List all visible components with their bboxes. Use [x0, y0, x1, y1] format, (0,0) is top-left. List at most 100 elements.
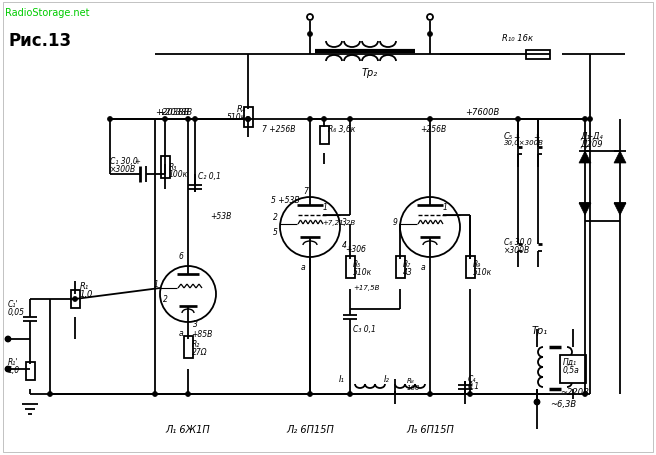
Circle shape	[245, 117, 251, 122]
Text: 1: 1	[153, 280, 158, 289]
Text: R₁: R₁	[80, 281, 89, 290]
Text: 160: 160	[407, 384, 420, 390]
Bar	[161, 157, 169, 179]
Polygon shape	[614, 152, 626, 164]
Text: Пд₁: Пд₁	[563, 357, 577, 366]
Text: 510к: 510к	[353, 268, 372, 276]
Text: 2: 2	[163, 295, 168, 304]
Text: 5: 5	[273, 228, 278, 237]
Text: R₅: R₅	[353, 259, 361, 268]
Text: RadioStorage.net: RadioStorage.net	[5, 8, 89, 18]
Text: 510к: 510к	[227, 113, 246, 122]
Text: a: a	[178, 328, 183, 337]
Text: +256В: +256В	[420, 125, 446, 134]
Text: 0,5а: 0,5а	[563, 365, 580, 374]
Circle shape	[308, 392, 312, 397]
Text: Д₁-Д₄: Д₁-Д₄	[580, 131, 603, 141]
Circle shape	[245, 117, 251, 122]
Text: 7 +256В: 7 +256В	[262, 125, 295, 134]
Bar	[184, 336, 192, 358]
Circle shape	[47, 392, 52, 397]
Text: Л₂ 6П15П: Л₂ 6П15П	[286, 424, 334, 434]
Text: Д209: Д209	[580, 140, 603, 149]
Circle shape	[5, 367, 10, 372]
Text: ×300В: ×300В	[110, 165, 136, 174]
Text: +: +	[134, 159, 140, 165]
Circle shape	[186, 392, 190, 397]
Circle shape	[192, 117, 197, 122]
Text: +2038В: +2038В	[155, 108, 189, 117]
Circle shape	[348, 392, 352, 397]
Circle shape	[308, 32, 312, 37]
Text: 1: 1	[443, 202, 448, 212]
Text: I₁: I₁	[339, 374, 345, 383]
Bar	[346, 257, 354, 278]
Circle shape	[400, 197, 460, 258]
Bar	[560, 355, 586, 383]
Circle shape	[348, 117, 352, 122]
Text: 3: 3	[193, 319, 198, 328]
Text: ~6,3В: ~6,3В	[550, 399, 576, 408]
Text: a: a	[300, 263, 305, 271]
Text: 100к: 100к	[169, 170, 188, 179]
Polygon shape	[614, 203, 626, 216]
Text: R₇: R₇	[403, 259, 411, 268]
Circle shape	[163, 117, 167, 122]
Bar	[396, 257, 405, 278]
Bar	[70, 290, 79, 308]
Text: 1: 1	[323, 202, 328, 212]
Text: R₂: R₂	[192, 339, 200, 348]
Text: ~220В: ~220В	[560, 387, 589, 396]
Circle shape	[468, 392, 472, 397]
Bar	[243, 108, 253, 128]
Text: 1,0: 1,0	[80, 289, 93, 298]
Text: C₁': C₁'	[8, 299, 18, 308]
Text: +7,21,2В: +7,21,2В	[322, 219, 355, 226]
Text: +2038В: +2038В	[158, 108, 192, 117]
Text: 0,1: 0,1	[468, 381, 480, 390]
Text: 510к: 510к	[473, 268, 492, 276]
Text: +: +	[513, 133, 519, 142]
Circle shape	[583, 392, 588, 397]
Bar	[466, 257, 474, 278]
Text: Л₁ 6Ж1П: Л₁ 6Ж1П	[165, 424, 211, 434]
Text: C₆ 30,0: C₆ 30,0	[504, 238, 532, 247]
Text: Тр₁: Тр₁	[532, 325, 548, 335]
Circle shape	[280, 197, 340, 258]
Text: R₉: R₉	[473, 259, 482, 268]
Text: R₁₀ 16к: R₁₀ 16к	[502, 34, 533, 43]
Bar	[526, 51, 550, 59]
Text: Рис.13: Рис.13	[8, 32, 71, 50]
Text: C₅: C₅	[504, 131, 513, 141]
Circle shape	[73, 297, 77, 302]
Text: Л₃ 6П15П: Л₃ 6П15П	[406, 424, 454, 434]
Text: I₂: I₂	[384, 374, 390, 383]
Text: 43: 43	[403, 268, 413, 276]
Circle shape	[186, 117, 190, 122]
Text: +53В: +53В	[210, 212, 232, 221]
Bar	[319, 127, 329, 145]
Circle shape	[428, 117, 432, 122]
Text: 27Ω: 27Ω	[192, 347, 208, 356]
Text: 4: 4	[342, 241, 347, 250]
Circle shape	[5, 337, 10, 342]
Text: +85В: +85В	[191, 329, 213, 338]
Text: a: a	[420, 263, 425, 271]
Circle shape	[160, 267, 216, 322]
Text: C₂ 0,1: C₂ 0,1	[198, 172, 221, 181]
Circle shape	[428, 392, 432, 397]
Circle shape	[588, 117, 592, 122]
Circle shape	[308, 117, 312, 122]
Text: +: +	[533, 133, 539, 142]
Text: 5 +53В: 5 +53В	[271, 196, 299, 205]
Text: +17,5В: +17,5В	[353, 284, 379, 290]
Circle shape	[583, 117, 588, 122]
Text: +30б: +30б	[345, 244, 366, 253]
Text: Тр₂: Тр₂	[362, 68, 378, 78]
Text: ×300В: ×300В	[504, 245, 530, 254]
Circle shape	[428, 32, 432, 37]
Text: 0,05: 0,05	[8, 307, 25, 316]
Text: R₈: R₈	[407, 377, 415, 383]
Text: C₃ 0,1: C₃ 0,1	[353, 324, 376, 333]
Circle shape	[516, 117, 520, 122]
